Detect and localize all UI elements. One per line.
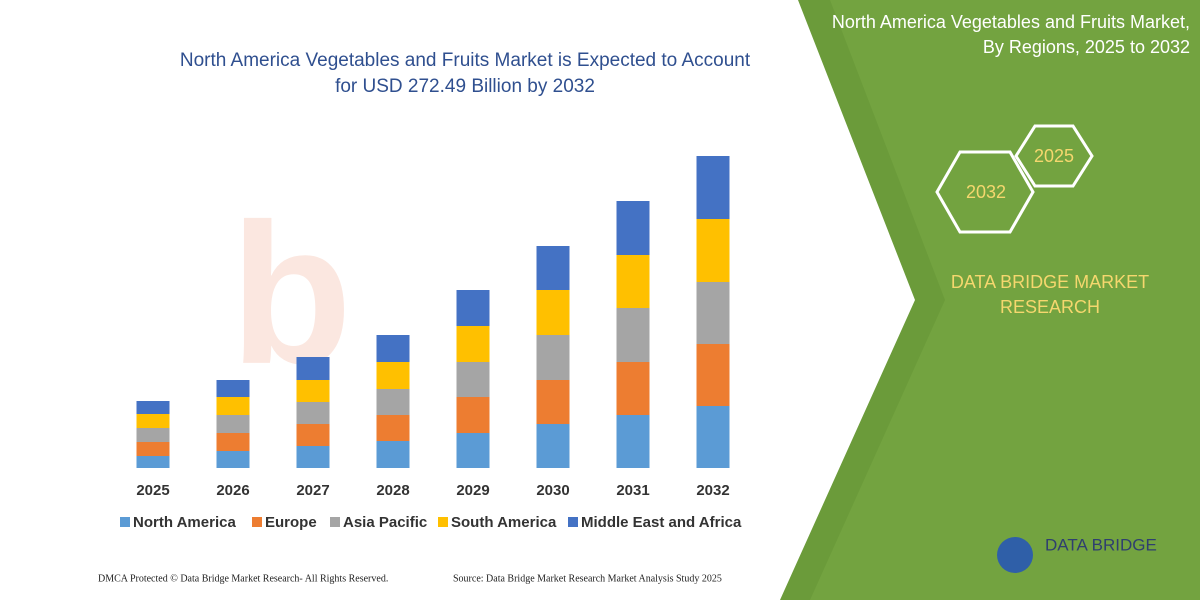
bar-segment: [536, 290, 570, 335]
hexagon: [935, 150, 1035, 234]
bar-segment: [296, 357, 330, 380]
bar-segment: [376, 389, 410, 415]
hexagon: [1014, 124, 1094, 188]
side-title: North America Vegetables and Fruits Mark…: [831, 12, 1190, 57]
bar-segment: [296, 402, 330, 424]
bar-segment: [456, 362, 490, 397]
legend-label: South America: [451, 514, 557, 531]
badge-label: 2025: [1034, 146, 1074, 166]
bar-segment: [616, 362, 650, 415]
bar-segment: [136, 428, 170, 442]
x-tick-label: 2028: [376, 482, 409, 499]
bar-segment: [616, 308, 650, 362]
chart-title-box: North America Vegetables and Fruits Mark…: [179, 50, 751, 97]
legend-label: Middle East and Africa: [581, 514, 742, 531]
bar-segment: [136, 414, 170, 428]
bar-segment: [216, 415, 250, 433]
legend-marker: [568, 517, 578, 527]
bar-segment: [376, 362, 410, 389]
brand: DATA BRIDGE MARKET RESEARCH: [950, 272, 1150, 317]
bar-segment: [216, 397, 250, 415]
bar-segment: [696, 282, 730, 344]
bar-segment: [696, 219, 730, 282]
x-tick-label: 2026: [216, 482, 249, 499]
bar-segment: [456, 290, 490, 326]
bar-segment: [536, 380, 570, 424]
x-tick-label: 2027: [296, 482, 329, 499]
bar-segment: [696, 344, 730, 406]
bar-segment: [216, 380, 250, 397]
side-title-box: North America Vegetables and Fruits Mark…: [831, 12, 1190, 57]
bar-segment: [616, 415, 650, 468]
x-tick-label: 2030: [536, 482, 569, 499]
bar-segment: [376, 415, 410, 441]
watermark: b: [230, 183, 352, 406]
legend-marker: [252, 517, 262, 527]
bar-segment: [376, 335, 410, 362]
logo-mark: [997, 537, 1033, 573]
bar-segment: [536, 424, 570, 468]
bar-segment: [696, 406, 730, 468]
bar-segment: [536, 246, 570, 290]
bar-segment: [136, 456, 170, 468]
bar-segment: [376, 441, 410, 468]
legend-label: Asia Pacific: [343, 514, 427, 531]
bar-segment: [696, 156, 730, 219]
bar-segment: [136, 401, 170, 414]
bar-segment: [296, 446, 330, 468]
x-tick-label: 2031: [616, 482, 649, 499]
footer-right: Source: Data Bridge Market Research Mark…: [453, 573, 722, 584]
side-panel-stripe: [810, 0, 1200, 600]
legend-marker: [438, 517, 448, 527]
bar-segment: [456, 433, 490, 468]
bar-segment: [616, 201, 650, 255]
bar-segment: [536, 335, 570, 380]
logo-text: DATA BRIDGE: [1045, 535, 1157, 554]
x-tick-label: 2032: [696, 482, 729, 499]
bar-segment: [616, 255, 650, 308]
bar-segment: [136, 442, 170, 456]
chart-title: North America Vegetables and Fruits Mark…: [179, 50, 751, 97]
x-tick-label: 2025: [136, 482, 169, 499]
bar-segment: [456, 326, 490, 362]
legend-marker: [120, 517, 130, 527]
bar-segment: [456, 397, 490, 433]
brand-box: DATA BRIDGE MARKET RESEARCH: [950, 272, 1150, 317]
bar-segment: [216, 451, 250, 468]
legend-marker: [330, 517, 340, 527]
bar-segment: [216, 433, 250, 451]
x-tick-label: 2029: [456, 482, 489, 499]
legend-label: North America: [133, 514, 236, 531]
bar-segment: [296, 424, 330, 446]
legend-label: Europe: [265, 514, 317, 531]
badge-label: 2032: [966, 182, 1006, 202]
footer-left: DMCA Protected © Data Bridge Market Rese…: [98, 573, 388, 584]
bar-segment: [296, 380, 330, 402]
